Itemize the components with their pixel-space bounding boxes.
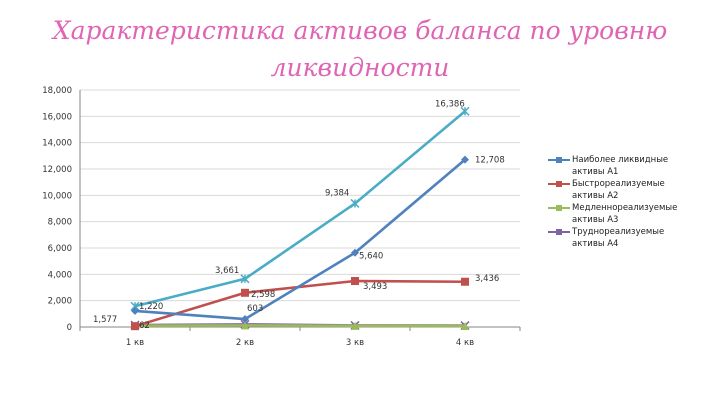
data-point [131,306,139,315]
y-tick-label: 2,000 [48,297,72,307]
x-tick-label: 2 кв [236,338,254,348]
legend-item: Быстрореализуемые активы А2 [548,179,698,202]
y-tick-label: 16,000 [42,112,72,122]
data-point [240,274,250,284]
y-tick-label: 4,000 [48,270,72,280]
data-point [461,277,469,286]
data-point [460,106,470,116]
legend-swatch [548,157,570,163]
data-point [241,315,249,324]
data-label: 3,493 [363,282,387,292]
data-label: 5,640 [359,252,383,262]
data-label: 1,220 [139,302,163,312]
legend-item: Медленнореализуемые активы А3 [548,203,698,226]
data-point [241,288,249,297]
data-point [350,198,360,208]
series-line [134,279,466,328]
data-label: 62 [139,321,150,331]
legend-label: Медленнореализуемые активы А3 [572,203,678,225]
y-tick-label: 0 [67,323,72,333]
legend-swatch [548,229,570,235]
y-tick-label: 18,000 [42,86,72,96]
x-tick-label: 4 кв [456,338,474,348]
legend-marker [556,157,562,163]
series-line [134,324,466,328]
data-label: 9,384 [325,188,349,198]
data-label: 603 [247,304,263,314]
y-tick-label: 10,000 [42,191,72,201]
data-label: 2,598 [251,290,275,300]
legend-label: Быстрореализуемые активы А2 [572,179,665,201]
legend-marker [556,181,562,187]
data-point [461,321,469,330]
data-label: 16,386 [435,99,465,109]
y-tick-label: 14,000 [42,139,72,149]
legend-marker [556,229,562,235]
legend-marker [556,205,562,211]
legend-swatch [548,205,570,211]
data-label: 3,661 [215,266,239,276]
data-point [131,322,139,331]
legend-label: Труднореализуемые активы А4 [572,227,665,249]
series-line [134,158,466,321]
data-label: 3,436 [475,274,499,284]
legend-item: Наиболее ликвидные активы А1 [548,155,698,178]
legend-item: Труднореализуемые активы А4 [548,227,698,250]
series-line [134,110,466,308]
legend-swatch [548,181,570,187]
data-point [351,321,359,330]
x-tick-label: 1 кв [126,338,144,348]
data-label: 12,708 [475,156,505,166]
x-tick-label: 3 кв [346,338,364,348]
data-point [241,321,249,330]
chart-legend: Наиболее ликвидные активы А1 Быстрореализ… [548,155,698,251]
data-label: 1,577 [93,315,117,325]
y-tick-label: 8,000 [48,218,72,228]
legend-label: Наиболее ликвидные активы А1 [572,155,669,177]
data-point [351,277,359,286]
y-tick-label: 6,000 [48,244,72,254]
chart-title: Характеристика активов баланса по уровню… [52,16,668,82]
data-point [461,155,469,164]
y-tick-label: 12,000 [42,165,72,175]
data-point [351,248,359,257]
